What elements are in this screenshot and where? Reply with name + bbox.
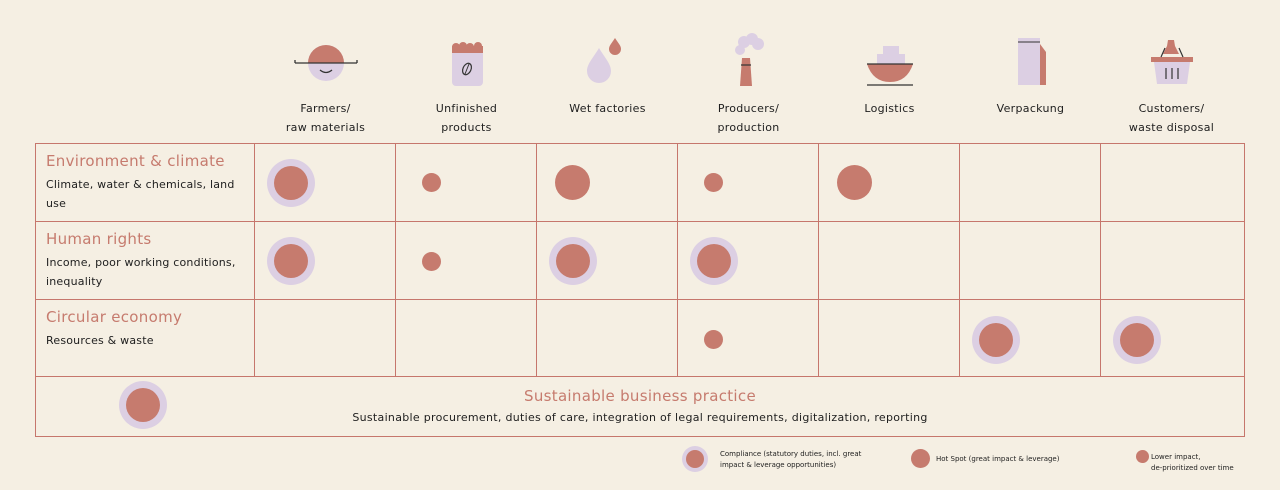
value-chain-header: Farmers/raw materials Unfinished products… bbox=[255, 28, 1245, 140]
cargo-ship-icon bbox=[866, 46, 913, 86]
legend-lower-icon bbox=[1136, 450, 1149, 463]
legend-hotspot-icon bbox=[911, 449, 930, 468]
stage-logistics: Logistics bbox=[819, 28, 960, 140]
column-divider bbox=[254, 144, 255, 376]
sustainable-business-practice-row: Sustainable business practice Sustainabl… bbox=[35, 377, 1245, 437]
row-subtitle: Income, poor working conditions, inequal… bbox=[46, 256, 236, 288]
sbp-title: Sustainable business practice bbox=[524, 387, 756, 405]
compliance-marker bbox=[119, 381, 167, 429]
stage-label: Wet factories bbox=[569, 102, 646, 115]
column-divider bbox=[677, 144, 678, 376]
row-title: Circular economy bbox=[46, 308, 183, 326]
row-title: Environment & climate bbox=[46, 152, 225, 170]
lower-marker bbox=[422, 251, 441, 271]
legend-compliance-label: Compliance (statutory duties, incl. grea… bbox=[720, 450, 862, 469]
compliance-marker bbox=[971, 315, 1020, 364]
stage-customers: Customers/waste disposal bbox=[1101, 28, 1242, 140]
stage-label: Logistics bbox=[864, 102, 915, 115]
impact-matrix: Environment & climate Climate, water & c… bbox=[35, 143, 1245, 377]
row-environment-climate: Environment & climate Climate, water & c… bbox=[36, 144, 1244, 221]
legend-hotspot-label: Hot Spot (great impact & leverage) bbox=[936, 455, 1060, 463]
legend-compliance-icon bbox=[682, 446, 708, 472]
stage-label: Producers/production bbox=[717, 102, 780, 134]
column-divider bbox=[959, 144, 960, 376]
hotspot-marker bbox=[837, 165, 872, 200]
factory-chimney-icon bbox=[734, 33, 764, 86]
row-title: Human rights bbox=[46, 230, 152, 248]
row-subtitle: Resources & waste bbox=[46, 334, 154, 347]
column-divider bbox=[395, 144, 396, 376]
stage-verpackung: Verpackung bbox=[960, 28, 1101, 140]
stage-label: Unfinished products bbox=[435, 102, 498, 134]
coffee-sack-icon bbox=[451, 42, 483, 86]
farmer-icon bbox=[293, 45, 358, 81]
lower-marker bbox=[704, 330, 723, 349]
stage-producers: Producers/production bbox=[678, 28, 819, 140]
lower-marker bbox=[704, 173, 723, 192]
row-subtitle: Climate, water & chemicals, land use bbox=[46, 178, 235, 210]
hotspot-marker bbox=[555, 165, 590, 200]
stage-farmers: Farmers/raw materials bbox=[255, 28, 396, 140]
shopping-basket-icon bbox=[1150, 40, 1193, 84]
compliance-marker bbox=[548, 237, 597, 285]
column-divider bbox=[536, 144, 537, 376]
column-divider bbox=[818, 144, 819, 376]
stage-label: Customers/waste disposal bbox=[1128, 102, 1215, 134]
row-circular-economy: Circular economy Resources & waste bbox=[36, 299, 1244, 378]
coffee-bag-icon bbox=[1017, 38, 1046, 85]
legend-lower-label: Lower impact, de-prioritized over time bbox=[1151, 453, 1234, 472]
compliance-marker bbox=[266, 158, 315, 207]
stage-label: Verpackung bbox=[996, 102, 1065, 115]
compliance-marker bbox=[266, 237, 315, 285]
compliance-marker bbox=[689, 237, 738, 285]
stage-wet-factories: Wet factories bbox=[537, 28, 678, 140]
row-label: Environment & climate Climate, water & c… bbox=[46, 152, 246, 213]
row-label: Circular economy Resources & waste bbox=[46, 308, 246, 350]
row-human-rights: Human rights Income, poor working condit… bbox=[36, 221, 1244, 299]
water-drops-icon bbox=[586, 38, 621, 83]
column-divider bbox=[1100, 144, 1101, 376]
stage-unfinished-products: Unfinished products bbox=[396, 28, 537, 140]
sbp-subtitle: Sustainable procurement, duties of care,… bbox=[352, 411, 928, 424]
stage-label: Farmers/raw materials bbox=[285, 102, 366, 134]
lower-marker bbox=[422, 173, 441, 192]
compliance-marker bbox=[1112, 315, 1161, 364]
row-label: Human rights Income, poor working condit… bbox=[46, 230, 246, 291]
